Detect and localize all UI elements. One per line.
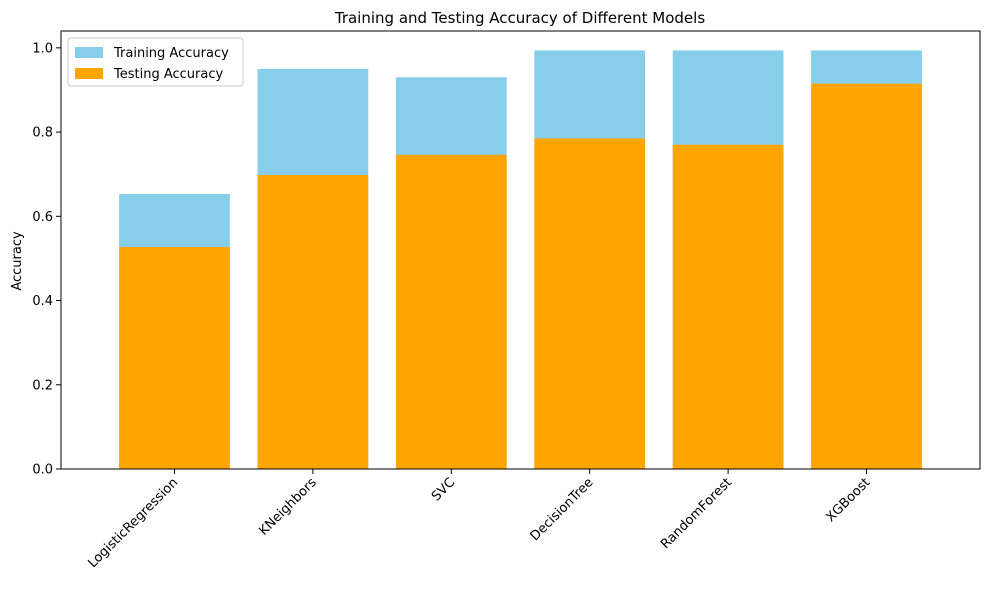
legend-swatch-testing bbox=[75, 68, 103, 79]
plot-frame bbox=[60, 30, 981, 470]
x-axis: LogisticRegression KNeighbors SVC DecisionT… bbox=[85, 469, 873, 571]
y-axis-label: Accuracy bbox=[10, 231, 25, 291]
x-tick-label-decisiontree: DecisionTree bbox=[528, 475, 597, 544]
bar-testing-kneighbors bbox=[257, 175, 369, 469]
bar-testing-decisiontree bbox=[534, 138, 646, 469]
legend-swatch-training bbox=[75, 47, 103, 58]
y-axis: 0.0 0.2 0.4 0.6 0.8 1.0 bbox=[32, 41, 61, 478]
legend: Training Accuracy Testing Accuracy bbox=[67, 37, 244, 87]
legend-label-training: Training Accuracy bbox=[113, 46, 229, 61]
chart-title: Training and Testing Accuracy of Differe… bbox=[334, 9, 705, 27]
y-tick-label: 0.2 bbox=[32, 378, 53, 393]
bar-testing-randomforest bbox=[672, 144, 784, 469]
bar-testing-logisticregression bbox=[119, 247, 230, 469]
x-tick-label-randomforest: RandomForest bbox=[658, 475, 735, 552]
legend-box bbox=[67, 37, 244, 87]
bar-testing-xgboost bbox=[811, 83, 922, 469]
bar-testing-svc bbox=[395, 154, 507, 469]
legend-label-testing: Testing Accuracy bbox=[113, 67, 223, 82]
y-tick-label: 0.6 bbox=[32, 210, 53, 225]
y-tick-label: 1.0 bbox=[32, 41, 53, 56]
y-tick-label: 0.4 bbox=[32, 294, 53, 309]
x-tick-label-logisticregression: LogisticRegression bbox=[85, 475, 181, 571]
y-tick-label: 0.8 bbox=[32, 126, 53, 141]
y-tick-label: 0.0 bbox=[32, 463, 53, 478]
bars-layer bbox=[119, 50, 922, 470]
x-tick-label-svc: SVC bbox=[429, 475, 458, 504]
x-tick-label-xgboost: XGBoost bbox=[823, 475, 873, 525]
x-tick-label-kneighbors: KNeighbors bbox=[256, 475, 320, 539]
